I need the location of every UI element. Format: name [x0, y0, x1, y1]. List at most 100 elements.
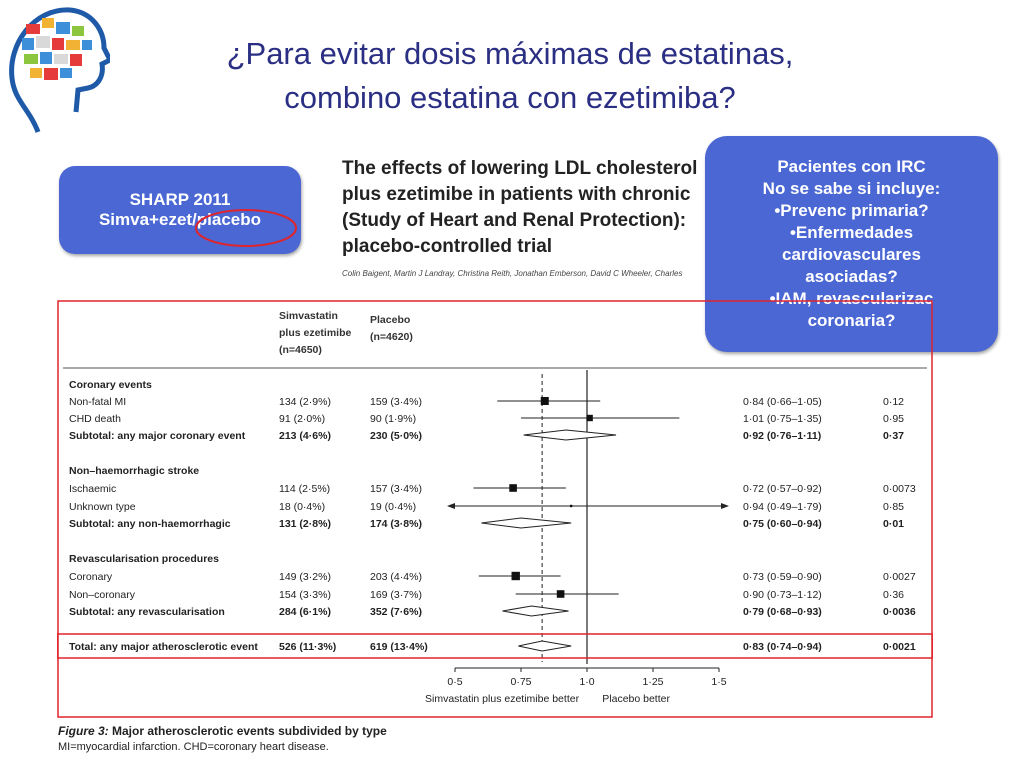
paper-title-line: (Study of Heart and Renal Protection): [342, 210, 687, 231]
row-risk-ratio: 0·94 (0·49–1·79) [743, 501, 822, 513]
row-risk-ratio: 0·79 (0·68–0·93) [743, 606, 822, 618]
slide-title-line-1: ¿Para evitar dosis máximas de estatinas, [226, 36, 794, 71]
row-p-value: 0·12 [883, 396, 904, 408]
row-placebo-events: 169 (3·7%) [370, 589, 422, 601]
paper-title: The effects of lowering LDL cholesterol … [342, 156, 702, 260]
row-placebo-events: 352 (7·6%) [370, 606, 422, 618]
row-simva-ezet-events: 91 (2·0%) [279, 413, 325, 425]
row-group-header: Coronary events [69, 379, 152, 391]
row-p-value: 0·37 [883, 430, 904, 442]
row-placebo-events: 19 (0·4%) [370, 501, 416, 513]
column-header-simva-ezet: (n=4650) [279, 344, 322, 356]
row-simva-ezet-events: 213 (4·6%) [279, 430, 331, 442]
figure-title: Major atherosclerotic events subdivided … [108, 724, 387, 738]
row-simva-ezet-events: 526 (11·3%) [279, 641, 336, 653]
point-estimate-square [569, 504, 573, 508]
row-label: Total: any major atherosclerotic event [69, 641, 258, 653]
row-label: Non-fatal MI [69, 396, 126, 408]
irc-callout-line: coronaria? [807, 311, 896, 330]
figure-label: Figure 3: [58, 724, 109, 738]
row-risk-ratio: 0·72 (0·57–0·92) [743, 483, 822, 495]
placebo-highlight-ellipse [195, 209, 297, 247]
row-label: Subtotal: any revascularisation [69, 606, 225, 618]
row-label: Subtotal: any major coronary event [69, 430, 246, 442]
row-placebo-events: 174 (3·8%) [370, 518, 422, 530]
row-placebo-events: 90 (1·9%) [370, 413, 416, 425]
irc-callout-line: •Prevenc primaria? [774, 201, 929, 220]
row-placebo-events: 203 (4·4%) [370, 571, 422, 583]
point-estimate-square [586, 414, 593, 422]
point-estimate-square [511, 571, 520, 581]
row-p-value: 0·01 [883, 518, 904, 530]
row-label: Subtotal: any non-haemorrhagic [69, 518, 231, 530]
subtotal-diamond [523, 429, 617, 441]
row-label: Ischaemic [69, 483, 116, 495]
x-axis-tick-label: 0·75 [510, 676, 531, 688]
row-label: CHD death [69, 413, 121, 425]
ci-left-arrow [447, 503, 455, 509]
row-simva-ezet-events: 284 (6·1%) [279, 606, 331, 618]
irc-callout-line: •Enfermedades [789, 223, 914, 242]
irc-callout-line: asociadas? [805, 267, 898, 286]
row-risk-ratio: 0·92 (0·76–1·11) [743, 430, 821, 442]
row-p-value: 0·36 [883, 589, 904, 601]
paper-title-line: placebo-controlled trial [342, 236, 553, 257]
figure-caption: Figure 3: Major atherosclerotic events s… [58, 724, 387, 738]
row-placebo-events: 157 (3·4%) [370, 483, 422, 495]
irc-callout-line: cardiovasculares [782, 245, 921, 264]
slide-title-line-2: combino estatina con ezetimiba? [284, 80, 736, 115]
x-axis-left-label: Simvastatin plus ezetimibe better [425, 693, 580, 705]
subtotal-diamond [502, 605, 569, 617]
paper-title-line: The effects of lowering LDL cholesterol [342, 158, 698, 179]
row-risk-ratio: 0·83 (0·74–0·94) [743, 641, 822, 653]
row-simva-ezet-events: 18 (0·4%) [279, 501, 325, 513]
column-header-placebo: Placebo [370, 314, 410, 326]
row-p-value: 0·0027 [883, 571, 916, 583]
total-row-highlight [57, 633, 933, 659]
row-p-value: 0·0036 [883, 606, 916, 618]
irc-callout: Pacientes con IRC No se sabe si incluye:… [705, 136, 998, 352]
x-axis-tick-label: 1·25 [642, 676, 663, 688]
sharp-callout-line-1: SHARP 2011 [129, 190, 231, 209]
row-placebo-events: 230 (5·0%) [370, 430, 422, 442]
row-simva-ezet-events: 134 (2·9%) [279, 396, 331, 408]
irc-callout-line: No se sabe si incluye: [762, 179, 941, 198]
row-risk-ratio: 0·84 (0·66–1·05) [743, 396, 822, 408]
row-risk-ratio: 0·75 (0·60–0·94) [743, 518, 822, 530]
x-axis-tick-label: 1·5 [711, 676, 726, 688]
row-label: Non–coronary [69, 589, 136, 601]
row-label: Coronary [69, 571, 113, 583]
row-risk-ratio: 0·73 (0·59–0·90) [743, 571, 822, 583]
point-estimate-square [556, 590, 565, 598]
point-estimate-square [509, 484, 517, 492]
x-axis-right-label: Placebo better [602, 693, 670, 705]
x-axis-tick-label: 1·0 [579, 676, 594, 688]
row-label: Unknown type [69, 501, 136, 513]
column-header-simva-ezet: Simvastatin [279, 310, 338, 322]
slide-title: ¿Para evitar dosis máximas de estatinas,… [140, 32, 880, 120]
ci-right-arrow [721, 503, 729, 509]
irc-callout-line: •IAM, revascularizac [769, 289, 934, 308]
head-logo-icon [9, 7, 110, 133]
row-p-value: 0·85 [883, 501, 904, 513]
column-header-simva-ezet: plus ezetimibe [279, 327, 352, 339]
row-simva-ezet-events: 149 (3·2%) [279, 571, 331, 583]
row-simva-ezet-events: 114 (2·5%) [279, 483, 330, 495]
sharp-callout-line-2: Simva+ezet/placebo [98, 210, 262, 229]
row-risk-ratio: 0·90 (0·73–1·12) [743, 589, 822, 601]
row-p-value: 0·0021 [883, 641, 916, 653]
row-p-value: 0·95 [883, 413, 904, 425]
row-placebo-events: 619 (13·4%) [370, 641, 428, 653]
paper-authors: Colin Baigent, Martin J Landray, Christi… [342, 269, 683, 278]
row-risk-ratio: 1·01 (0·75–1·35) [743, 413, 822, 425]
x-axis-tick-label: 0·5 [447, 676, 462, 688]
column-header-placebo: (n=4620) [370, 331, 413, 343]
forest-plot: Simvastatin plus ezetimibe (n=4650) Placebo… [57, 300, 933, 718]
row-p-value: 0·0073 [883, 483, 916, 495]
row-group-header: Non–haemorrhagic stroke [69, 465, 199, 477]
row-simva-ezet-events: 154 (3·3%) [279, 589, 331, 601]
row-simva-ezet-events: 131 (2·8%) [279, 518, 331, 530]
point-estimate-square [540, 397, 549, 405]
figure-note: MI=myocardial infarction. CHD=coronary h… [58, 741, 329, 753]
row-group-header: Revascularisation procedures [69, 553, 219, 565]
